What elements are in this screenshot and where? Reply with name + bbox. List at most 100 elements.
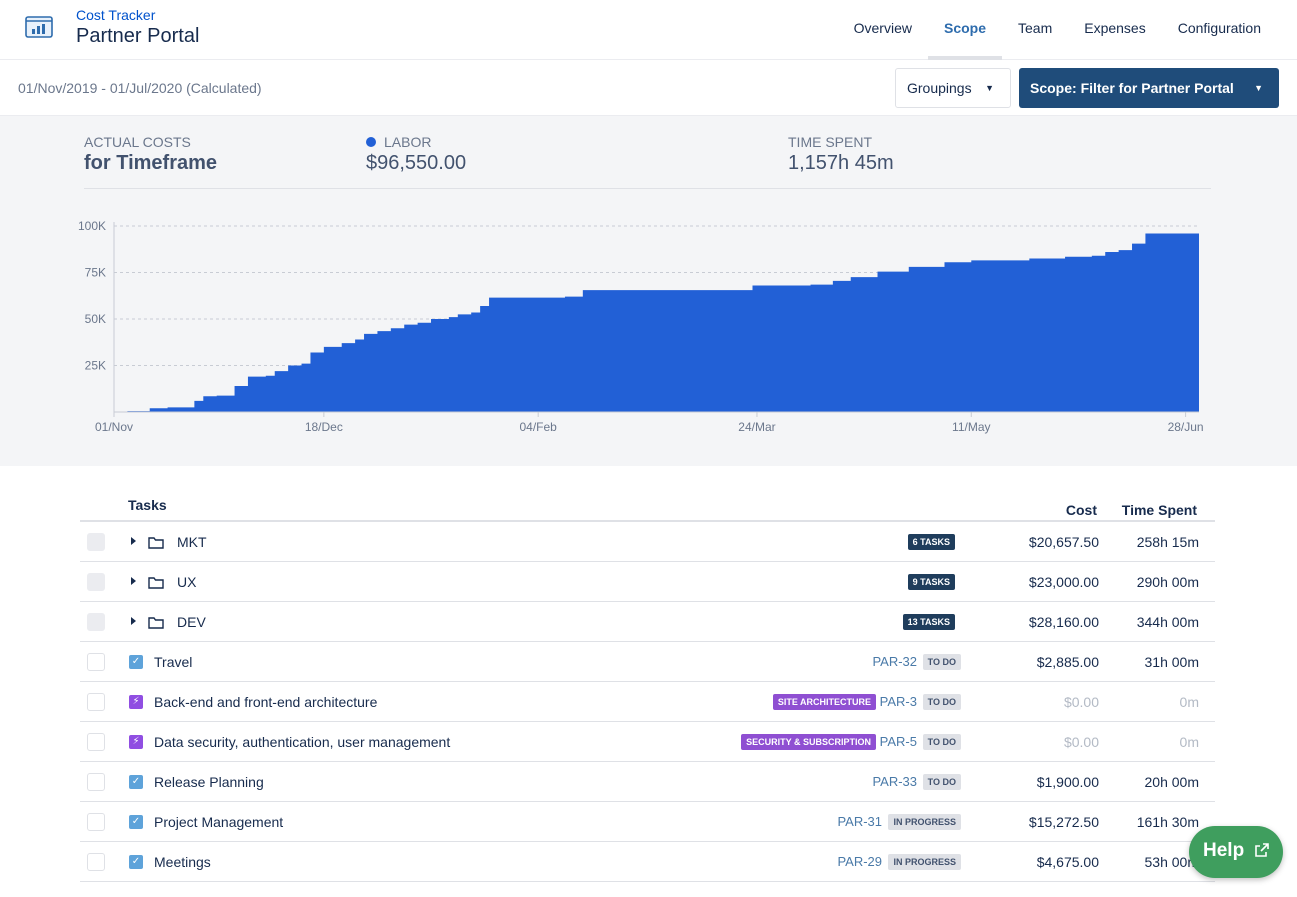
groupings-label: Groupings [907, 80, 972, 96]
cost-value: $4,675.00 [1036, 854, 1099, 870]
cost-header[interactable]: Cost [1065, 502, 1097, 518]
cost-value: $28,160.00 [1028, 614, 1099, 630]
check-icon: ✓ [129, 815, 143, 829]
issue-key-link[interactable]: PAR-33 [872, 774, 917, 789]
time-spent-label: TIME SPENT [788, 134, 873, 150]
task-row[interactable]: ✓ Meetings IN PROGRESS PAR-29 $4,675.00 53h 0… [80, 842, 1215, 882]
legend-dot [366, 137, 376, 147]
time-spent-value: 53h 00m [1144, 854, 1199, 870]
bar-chart-icon [25, 16, 53, 38]
caret-right-icon[interactable] [131, 577, 136, 585]
y-tick-label: 75K [85, 266, 106, 280]
status-badge: TO DO [922, 694, 961, 710]
folder-icon [148, 537, 164, 549]
x-tick-label: 24/Mar [738, 420, 775, 434]
task-row[interactable]: ⚡ Back-end and front-end architecture TO D… [80, 682, 1215, 722]
time-spent-header[interactable]: Time Spent [1121, 502, 1197, 518]
task-row[interactable]: ✓ Travel TO DO PAR-32 $2,885.00 31h 00m [80, 642, 1215, 682]
issue-key-link[interactable]: PAR-31 [837, 814, 882, 829]
tab-overview[interactable]: Overview [853, 20, 912, 36]
row-checkbox[interactable] [87, 693, 105, 711]
task-name[interactable]: Project Management [154, 814, 284, 830]
group-row[interactable]: UX 9 TASKS $23,000.00 290h 00m [80, 562, 1215, 602]
check-icon: ✓ [129, 655, 143, 669]
time-spent-value: 290h 00m [1136, 574, 1199, 590]
status-badge: TO DO [922, 734, 961, 750]
row-checkbox[interactable] [87, 773, 105, 791]
time-spent-value: 0m [1179, 734, 1199, 750]
y-tick-label: 25K [85, 359, 106, 373]
group-row[interactable]: MKT 6 TASKS $20,657.50 258h 15m [80, 522, 1215, 562]
cost-value: $0.00 [1063, 694, 1099, 710]
actual-costs-value: for Timeframe [84, 152, 218, 174]
group-row[interactable]: DEV 13 TASKS $28,160.00 344h 00m [80, 602, 1215, 642]
issue-key-link[interactable]: PAR-29 [837, 854, 882, 869]
issue-key-link[interactable]: PAR-3 [879, 694, 917, 709]
x-tick-label: 28/Jun [1168, 420, 1204, 434]
task-count-badge: 6 TASKS [907, 534, 955, 550]
scope-filter-label: Scope: Filter for Partner Portal [1030, 80, 1234, 96]
groupings-dropdown[interactable]: Groupings ▼ [895, 68, 1011, 108]
row-checkbox[interactable] [87, 653, 105, 671]
caret-right-icon[interactable] [131, 617, 136, 625]
check-icon: ✓ [129, 775, 143, 789]
scope-filter-dropdown[interactable]: Scope: Filter for Partner Portal ▼ [1019, 68, 1279, 108]
row-checkbox[interactable] [87, 853, 105, 871]
group-name: MKT [177, 534, 207, 550]
time-spent-value: 258h 15m [1136, 534, 1199, 550]
labor-area-series [114, 232, 1199, 412]
task-name[interactable]: Travel [154, 654, 193, 670]
date-range[interactable]: 01/Nov/2019 - 01/Jul/2020 (Calculated) [18, 80, 262, 96]
time-spent-value: 344h 00m [1136, 614, 1199, 630]
task-name[interactable]: Data security, authentication, user mana… [154, 734, 451, 750]
external-link-icon [1255, 843, 1269, 857]
row-checkbox[interactable] [87, 733, 105, 751]
tab-scope[interactable]: Scope [927, 0, 1002, 60]
caret-down-icon: ▼ [1254, 83, 1263, 93]
x-tick-label: 18/Dec [305, 420, 343, 434]
task-row[interactable]: ✓ Project Management IN PROGRESS PAR-31 $15,… [80, 802, 1215, 842]
time-spent-value: 31h 00m [1144, 654, 1199, 670]
task-count-badge: 9 TASKS [907, 574, 955, 590]
x-tick-label: 04/Feb [519, 420, 557, 434]
row-checkbox[interactable] [87, 613, 105, 631]
tab-team[interactable]: Team [1018, 20, 1053, 36]
x-tick-label: 11/May [952, 420, 990, 434]
cost-value: $2,885.00 [1036, 654, 1099, 670]
row-checkbox[interactable] [87, 813, 105, 831]
folder-icon [148, 617, 164, 629]
help-label: Help [1203, 840, 1245, 861]
epic-icon: ⚡ [129, 735, 143, 749]
tab-expenses[interactable]: Expenses [1084, 20, 1146, 36]
y-tick-label: 100K [78, 219, 106, 233]
labor-stat: LABOR $96,550.00 [366, 134, 466, 175]
row-checkbox[interactable] [87, 573, 105, 591]
tasks-header: Tasks [128, 497, 167, 513]
row-checkbox[interactable] [87, 533, 105, 551]
time-spent-stat: TIME SPENT 1,157h 45m [788, 134, 894, 175]
caret-right-icon[interactable] [131, 537, 136, 545]
table-body: MKT 6 TASKS $20,657.50 258h 15m UX 9 TASKS $23… [80, 522, 1215, 882]
issue-key-link[interactable]: PAR-32 [872, 654, 917, 669]
status-badge: TO DO [922, 654, 961, 670]
label-badge: SECURITY & SUBSCRIPTION [741, 734, 876, 750]
task-name[interactable]: Meetings [154, 854, 211, 870]
help-button[interactable]: Help [1189, 826, 1283, 878]
filter-bar: 01/Nov/2019 - 01/Jul/2020 (Calculated) G… [0, 60, 1297, 116]
x-tick-label: 01/Nov [95, 420, 133, 434]
task-name[interactable]: Release Planning [154, 774, 264, 790]
check-icon: ✓ [129, 855, 143, 869]
task-row[interactable]: ⚡ Data security, authentication, user man… [80, 722, 1215, 762]
status-badge: IN PROGRESS [888, 814, 961, 830]
task-name[interactable]: Back-end and front-end architecture [154, 694, 378, 710]
folder-icon [148, 577, 164, 589]
cost-value: $0.00 [1063, 734, 1099, 750]
labor-label: LABOR [384, 134, 432, 150]
tab-configuration[interactable]: Configuration [1177, 20, 1261, 36]
cost-value: $23,000.00 [1028, 574, 1099, 590]
issue-key-link[interactable]: PAR-5 [879, 734, 917, 749]
label-badge: SITE ARCHITECTURE [772, 694, 876, 710]
cost-value: $1,900.00 [1036, 774, 1099, 790]
task-row[interactable]: ✓ Release Planning TO DO PAR-33 $1,900.00 20h… [80, 762, 1215, 802]
actual-costs-stat: ACTUAL COSTS for Timeframe [84, 134, 217, 175]
